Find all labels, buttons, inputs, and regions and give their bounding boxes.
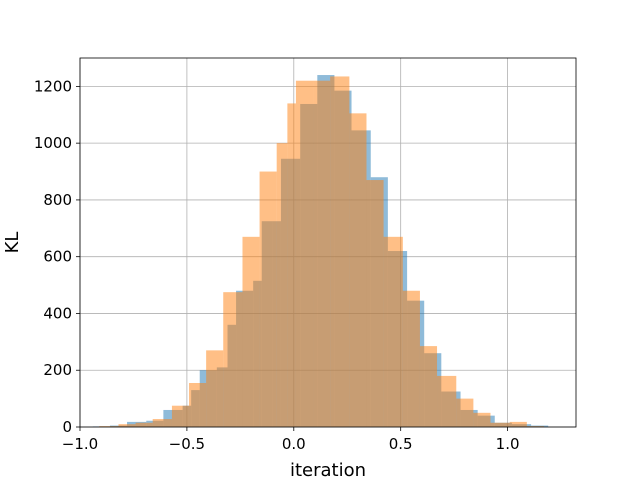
y-axis-label: KL <box>2 232 23 254</box>
histogram-bar-series-2 <box>118 424 136 427</box>
x-tick-label: 1.0 <box>496 435 520 453</box>
histogram-bar-series-2 <box>259 171 277 427</box>
histogram-bar-series-2 <box>456 398 474 427</box>
histogram-bar-series-2 <box>437 375 457 427</box>
histogram-bar-series-2 <box>383 236 403 427</box>
histogram-bar-series-2 <box>287 103 296 428</box>
y-tick-label: 800 <box>43 191 72 209</box>
y-tick-label: 1000 <box>34 134 72 152</box>
histogram-bar-series-2 <box>171 405 190 427</box>
histogram-bar-series-2 <box>526 426 544 427</box>
histogram-bar-series-2 <box>276 143 288 427</box>
histogram-bar-series-2 <box>330 76 350 427</box>
histogram-bar-series-2 <box>135 422 153 427</box>
y-tick-label: 600 <box>43 248 72 266</box>
histogram-bar-series-2 <box>349 113 367 427</box>
histogram-bar-series-2 <box>295 80 314 427</box>
x-tick-label: 0.0 <box>282 435 306 453</box>
y-tick-label: 0 <box>62 418 72 436</box>
histogram-bar-series-2 <box>473 412 491 427</box>
x-axis-label: iteration <box>290 460 366 480</box>
plot-frame <box>79 57 577 428</box>
bars-layer <box>92 75 549 428</box>
histogram-bar-series-2 <box>313 80 331 427</box>
histogram-bar-series-2 <box>366 180 384 427</box>
histogram-bar-series-2 <box>152 419 172 427</box>
y-tick-label: 200 <box>43 361 72 379</box>
histogram-bar-series-2 <box>206 350 224 427</box>
histogram-bar-series-2 <box>402 290 420 427</box>
x-tick-label: 0.5 <box>389 435 413 453</box>
y-tick-label: 1200 <box>34 77 72 95</box>
x-tick-label: −1.0 <box>62 435 98 453</box>
histogram-bar-series-2 <box>189 383 207 427</box>
x-tick-label: −0.5 <box>169 435 205 453</box>
ticks-layer: −1.0 −0.5 0.0 0.5 1.0 0 200 400 600 800 1000 1200 <box>34 77 520 453</box>
histogram-bar-series-2 <box>419 346 438 427</box>
axes-frame <box>79 57 577 428</box>
histogram-bar-series-2 <box>242 236 260 427</box>
histogram-bar-series-2 <box>490 422 510 427</box>
histogram-bar-series-2 <box>223 292 243 427</box>
histogram-bar-series-2 <box>99 426 119 427</box>
y-tick-label: 400 <box>43 304 72 322</box>
histogram-bar-series-2 <box>509 421 527 427</box>
